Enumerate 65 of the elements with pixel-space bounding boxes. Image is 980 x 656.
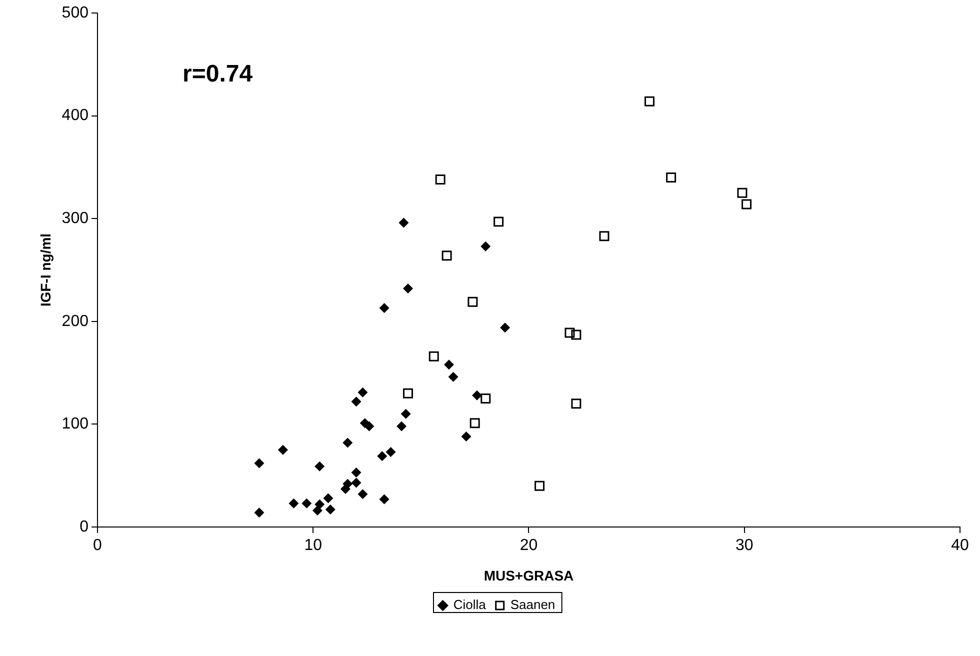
point bbox=[461, 432, 472, 442]
point bbox=[448, 372, 458, 382]
point bbox=[564, 328, 575, 338]
legend-label: Ciolla bbox=[453, 597, 487, 612]
point bbox=[254, 458, 264, 468]
point bbox=[737, 188, 748, 198]
annotation: r=0.74 bbox=[182, 60, 254, 88]
point bbox=[742, 199, 752, 210]
point bbox=[400, 408, 411, 419]
point bbox=[358, 387, 368, 398]
x-tick-label: 10 bbox=[304, 537, 322, 554]
point bbox=[468, 296, 478, 307]
point bbox=[358, 489, 368, 500]
point bbox=[254, 508, 264, 518]
point bbox=[470, 418, 480, 428]
point bbox=[325, 504, 336, 515]
point bbox=[364, 421, 374, 432]
point bbox=[500, 322, 510, 333]
point bbox=[435, 174, 446, 185]
point bbox=[402, 284, 413, 294]
point bbox=[342, 438, 353, 448]
point bbox=[444, 360, 454, 370]
point bbox=[403, 388, 413, 398]
legend-label: Saanen bbox=[510, 597, 556, 612]
point bbox=[396, 421, 407, 432]
point bbox=[351, 468, 362, 478]
point bbox=[351, 478, 362, 488]
point bbox=[480, 394, 491, 404]
point bbox=[398, 218, 409, 228]
point bbox=[599, 231, 610, 242]
point bbox=[377, 451, 388, 462]
y-tick-label: 0 bbox=[80, 518, 89, 536]
point bbox=[442, 250, 452, 261]
x-tick-label: 20 bbox=[520, 537, 538, 554]
point bbox=[278, 444, 288, 455]
x-tick-label: 30 bbox=[735, 537, 754, 554]
y-tick-label: 200 bbox=[62, 312, 89, 330]
point bbox=[302, 498, 312, 508]
point bbox=[571, 330, 582, 340]
point bbox=[342, 478, 353, 489]
point bbox=[666, 172, 676, 182]
point bbox=[323, 493, 334, 504]
point bbox=[480, 241, 491, 252]
point bbox=[428, 351, 439, 362]
y-tick-label: 500 bbox=[62, 4, 89, 22]
x-tick-label: 0 bbox=[93, 537, 102, 554]
x-tick-label: 40 bbox=[951, 537, 969, 554]
point bbox=[644, 96, 654, 106]
point bbox=[314, 461, 325, 472]
point bbox=[351, 396, 362, 407]
point bbox=[314, 499, 325, 510]
y-tick-label: 300 bbox=[62, 210, 89, 228]
point bbox=[312, 506, 322, 516]
x-axis-title: MUS+GRASA bbox=[484, 567, 574, 584]
point bbox=[534, 480, 545, 491]
point bbox=[571, 398, 582, 409]
y-tick-label: 100 bbox=[62, 416, 89, 433]
point bbox=[379, 494, 390, 504]
point bbox=[494, 216, 504, 227]
point bbox=[472, 390, 482, 400]
y-tick-label: 400 bbox=[62, 107, 89, 124]
point bbox=[379, 303, 390, 314]
y-axis-title: IGF-I ng/ml bbox=[37, 233, 54, 307]
point bbox=[386, 446, 396, 457]
point bbox=[288, 498, 299, 508]
